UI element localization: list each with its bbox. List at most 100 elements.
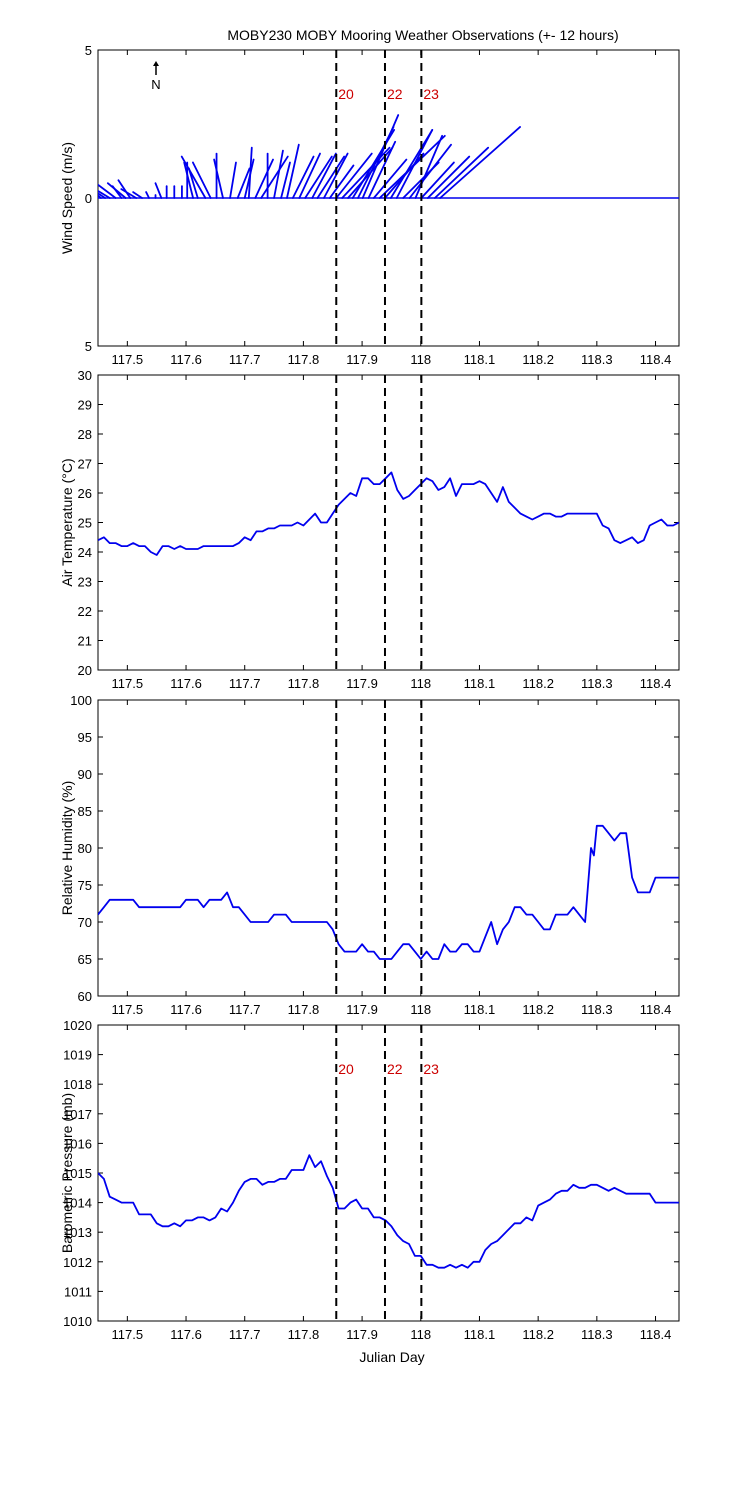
x-tick-label: 117.8 <box>288 1327 320 1342</box>
data-layer <box>98 114 679 199</box>
x-tick-label: 118.4 <box>640 1327 672 1342</box>
x-tick-label: 118.2 <box>522 1327 554 1342</box>
wind-vector <box>286 143 300 199</box>
wind-vector <box>132 191 143 199</box>
wind-vector <box>273 149 284 199</box>
x-tick-label: 118.2 <box>522 676 554 691</box>
wind-vector <box>304 155 333 199</box>
marker-label: 22 <box>387 1061 403 1077</box>
y-tick-label: 1018 <box>63 1077 92 1092</box>
wind-vector <box>298 152 321 199</box>
panel-barometric-pressure: 117.5 117.6 117.7 117.8 117.9 118 118.1 118.2 11… <box>59 1018 680 1342</box>
y-tick-label: 1015 <box>63 1166 92 1181</box>
x-tick-label: 117.5 <box>112 676 144 691</box>
wind-vector <box>328 164 355 199</box>
series-line <box>98 824 679 960</box>
wind-vector <box>323 152 349 199</box>
north-arrow-head-icon <box>153 61 159 66</box>
data-layer <box>98 471 679 556</box>
y-tick-label: 29 <box>78 398 92 413</box>
x-tick-label: 117.5 <box>112 1327 144 1342</box>
wind-vector <box>229 161 237 199</box>
x-tick-label: 118.2 <box>522 1002 554 1017</box>
panels: 117.5 117.6 117.7 117.8 117.9 118 118.1 118.2 11… <box>59 43 680 1342</box>
y-tick-label: 25 <box>78 516 92 531</box>
wind-vector <box>426 155 471 199</box>
wind-vector <box>180 155 207 199</box>
x-tick-label: 117.9 <box>346 352 378 367</box>
wind-vector <box>98 192 106 199</box>
wind-vector <box>420 161 455 199</box>
wind-vector <box>260 155 289 199</box>
wind-vector <box>414 134 444 199</box>
wind-vector <box>335 152 373 199</box>
wind-vector <box>98 183 117 199</box>
x-tick-label: 118.1 <box>464 352 496 367</box>
marker-label: 22 <box>387 86 403 102</box>
x-tick-label: 118.1 <box>464 1327 496 1342</box>
panel-air-temperature: 117.5 117.6 117.7 117.8 117.9 118 118.1 118.2 11… <box>59 368 680 691</box>
wind-vector <box>98 189 111 199</box>
y-tick-label: 1014 <box>63 1196 92 1211</box>
y-tick-label: 24 <box>78 545 92 560</box>
y-tick-label: 90 <box>78 767 92 782</box>
wind-vector <box>120 188 138 199</box>
x-tick-label: 117.6 <box>170 352 202 367</box>
y-axis-label: Barometric Pressure (mb) <box>59 1093 75 1253</box>
x-tick-label: 117.8 <box>288 352 320 367</box>
x-tick-label: 118.1 <box>464 676 496 691</box>
y-tick-label: 27 <box>78 457 92 472</box>
y-tick-label: 28 <box>78 427 92 442</box>
north-label: N <box>151 77 160 92</box>
wind-vector <box>154 182 163 199</box>
panel-wind: 117.5 117.6 117.7 117.8 117.9 118 118.1 118.2 11… <box>59 43 680 367</box>
x-tick-label: 118.4 <box>640 352 672 367</box>
data-layer <box>98 824 679 960</box>
x-axis-label: Julian Day <box>359 1349 424 1365</box>
y-axis-label: Relative Humidity (%) <box>59 781 75 916</box>
x-tick-label: 117.5 <box>112 1002 144 1017</box>
marker-label: 20 <box>338 1061 354 1077</box>
y-tick-label: 95 <box>78 730 92 745</box>
y-tick-label: 20 <box>78 663 92 678</box>
x-tick-label: 118.4 <box>640 1002 672 1017</box>
wind-vector <box>372 158 408 199</box>
y-tick-label: 75 <box>78 878 92 893</box>
series-line <box>98 471 679 556</box>
x-tick-label: 118.1 <box>464 1002 496 1017</box>
wind-vector <box>192 161 212 199</box>
series-line <box>98 1154 679 1269</box>
y-axis-label: Air Temperature (°C) <box>59 458 75 586</box>
x-tick-label: 117.7 <box>229 676 261 691</box>
wind-vector <box>106 182 127 199</box>
marker-label: 23 <box>423 1061 439 1077</box>
x-tick-label: 118 <box>410 676 431 691</box>
y-tick-label: 1019 <box>63 1048 92 1063</box>
x-tick-label: 117.7 <box>229 352 261 367</box>
wind-vector <box>311 152 337 199</box>
x-tick-label: 118 <box>410 1327 431 1342</box>
x-tick-label: 117.9 <box>346 1002 378 1017</box>
wind-vector <box>117 179 132 199</box>
wind-vector <box>361 114 400 199</box>
y-tick-label: 23 <box>78 575 92 590</box>
y-tick-label: 60 <box>78 989 92 1004</box>
x-tick-label: 118 <box>410 352 431 367</box>
x-tick-label: 118.3 <box>581 1002 613 1017</box>
y-tick-label: 70 <box>78 915 92 930</box>
y-tick-label: 1010 <box>63 1314 92 1329</box>
x-tick-label: 117.8 <box>288 676 320 691</box>
wind-vector <box>213 158 224 199</box>
wind-vector <box>395 129 434 199</box>
y-tick-label: 26 <box>78 486 92 501</box>
wind-vector <box>408 143 452 199</box>
figure-title: MOBY230 MOBY Mooring Weather Observation… <box>227 27 618 43</box>
wind-vector <box>247 146 253 199</box>
y-tick-label: 5 <box>85 339 92 354</box>
y-tick-label: 1012 <box>63 1255 92 1270</box>
x-tick-label: 117.8 <box>288 1002 320 1017</box>
wind-vector <box>183 161 194 199</box>
x-tick-label: 117.9 <box>346 1327 378 1342</box>
x-tick-label: 117.5 <box>112 352 144 367</box>
